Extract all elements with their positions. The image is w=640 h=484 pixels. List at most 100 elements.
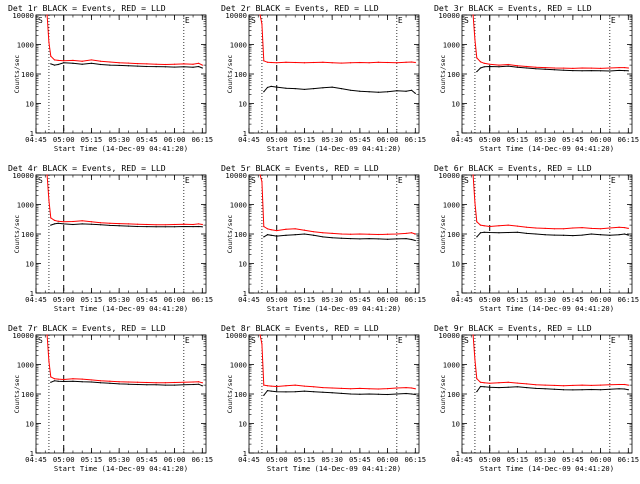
x-tick-label: 05:00	[53, 455, 75, 464]
data-point-lld	[590, 227, 592, 229]
series-line-events	[476, 65, 629, 73]
start-marker: S	[38, 176, 43, 185]
data-point-events	[599, 234, 602, 236]
data-point-events	[340, 87, 342, 90]
data-point-events	[507, 231, 509, 234]
data-point-lld	[285, 61, 287, 63]
data-point-events	[411, 238, 413, 241]
data-point-lld	[294, 61, 296, 64]
y-tick-label: 10	[25, 420, 34, 429]
data-point-lld	[72, 378, 74, 380]
data-point-events	[72, 62, 74, 64]
data-point-events	[359, 238, 361, 240]
data-point-lld	[63, 221, 65, 223]
end-marker: E	[185, 16, 190, 25]
y-tick-label: 1	[243, 449, 247, 458]
chart-panel-6: Det 6r BLACK = Events, RED = LLD 1 10 100 10…	[434, 163, 639, 313]
data-point-lld	[474, 201, 476, 203]
data-point-events	[377, 91, 379, 93]
data-point-events	[155, 226, 157, 228]
y-tick-label: 10000	[225, 171, 247, 180]
x-tick-label: 05:00	[266, 135, 288, 144]
data-point-lld	[100, 60, 102, 62]
x-tick-label: 05:45	[136, 135, 158, 144]
y-tick-label: 10000	[12, 171, 34, 180]
data-point-lld	[624, 226, 626, 229]
data-point-events	[164, 66, 166, 68]
data-point-events	[507, 386, 509, 388]
data-point-events	[322, 87, 324, 89]
data-point-events	[127, 225, 129, 227]
y-tick-label: 1	[30, 449, 34, 458]
y-tick-label: 10	[451, 260, 460, 269]
y-tick-label: 1000	[17, 41, 34, 50]
x-tick-label: 05:30	[534, 135, 556, 144]
data-point-lld	[359, 61, 361, 64]
data-point-events	[581, 389, 583, 391]
data-point-events	[553, 388, 555, 390]
x-axis-label: Start Time (14-Dec-09 04:41:20)	[480, 304, 614, 313]
data-point-events	[57, 380, 59, 382]
data-point-lld	[350, 388, 352, 390]
data-point-lld	[201, 223, 203, 226]
x-tick-label: 06:15	[404, 295, 426, 304]
data-point-events	[618, 234, 620, 236]
data-point-lld	[627, 67, 629, 69]
plot-frame	[35, 334, 207, 454]
data-point-lld	[535, 384, 537, 386]
data-point-lld	[359, 387, 361, 389]
data-point-events	[553, 234, 555, 236]
start-marker: S	[464, 336, 469, 345]
data-point-lld	[359, 233, 361, 235]
chart-panel-5: Det 5r BLACK = Events, RED = LLD 1 10 100 10…	[221, 163, 426, 313]
data-point-events	[340, 237, 342, 239]
y-tick-label: 1000	[443, 41, 460, 50]
series-line-events	[50, 380, 203, 387]
data-point-lld	[340, 233, 342, 235]
data-point-events	[572, 70, 574, 72]
data-point-events	[127, 383, 129, 385]
data-point-lld	[164, 63, 166, 66]
x-axis-label: Start Time (14-Dec-09 04:41:20)	[54, 304, 188, 313]
chart-panel-2: Det 2r BLACK = Events, RED = LLD 1 10 100 10…	[221, 3, 426, 153]
data-point-lld	[609, 67, 611, 69]
data-point-lld	[498, 225, 500, 227]
data-point-lld	[261, 343, 263, 345]
x-tick-label: 05:15	[294, 135, 316, 144]
x-tick-label: 05:45	[349, 455, 371, 464]
data-point-lld	[266, 228, 269, 230]
data-point-lld	[173, 63, 176, 65]
data-point-events	[414, 92, 416, 94]
data-point-events	[516, 231, 519, 233]
data-point-events	[285, 234, 287, 236]
data-point-events	[526, 232, 528, 234]
x-tick-label: 06:00	[590, 455, 612, 464]
data-point-lld	[48, 360, 50, 362]
data-point-lld	[313, 61, 315, 64]
data-point-lld	[164, 224, 166, 226]
data-point-events	[322, 391, 324, 393]
y-tick-label: 1000	[230, 41, 247, 50]
data-point-events	[183, 66, 185, 68]
data-point-lld	[553, 67, 555, 69]
data-point-lld	[57, 220, 59, 222]
data-point-lld	[563, 67, 565, 69]
x-tick-label: 05:45	[136, 455, 158, 464]
data-point-lld	[618, 66, 620, 69]
data-point-events	[590, 70, 592, 72]
x-tick-label: 06:00	[590, 295, 612, 304]
data-point-lld	[164, 382, 166, 384]
y-axis-label: Counts/sec	[226, 215, 234, 254]
data-point-events	[50, 381, 52, 383]
data-point-lld	[285, 228, 287, 230]
x-axis-label: Start Time (14-Dec-09 04:41:20)	[54, 144, 188, 153]
data-point-events	[350, 89, 352, 91]
chart-title: Det 6r BLACK = Events, RED = LLD	[434, 163, 592, 173]
data-point-events	[396, 90, 398, 92]
data-point-lld	[405, 232, 407, 234]
y-tick-label: 1000	[443, 361, 460, 370]
data-point-events	[53, 380, 56, 382]
x-tick-label: 05:00	[266, 455, 288, 464]
data-point-events	[544, 388, 546, 390]
data-point-lld	[100, 380, 102, 382]
